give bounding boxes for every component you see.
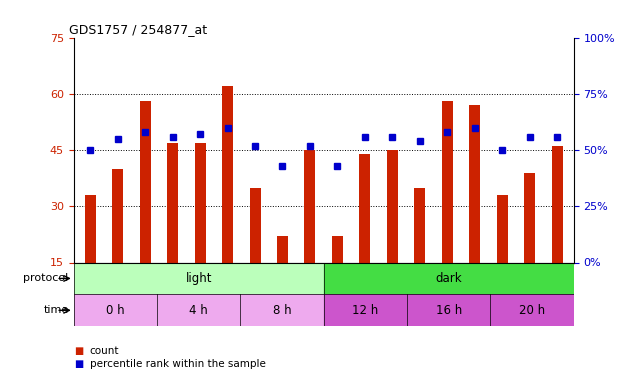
Bar (74, 262, 324, 294)
Bar (360, 154, 370, 262)
Text: 20 h: 20 h (519, 304, 545, 317)
Bar (469, 105, 480, 262)
Text: dark: dark (435, 272, 462, 285)
Bar (552, 146, 563, 262)
Text: 12 h: 12 h (353, 304, 378, 317)
Text: 0 h: 0 h (106, 304, 125, 317)
Text: 4 h: 4 h (189, 304, 208, 317)
Text: 16 h: 16 h (436, 304, 462, 317)
Text: time: time (44, 305, 69, 315)
Text: light: light (185, 272, 212, 285)
Bar (249, 188, 260, 262)
Bar (240, 294, 324, 326)
Bar (222, 86, 233, 262)
Bar (85, 195, 96, 262)
Bar (524, 172, 535, 262)
Bar (414, 188, 426, 262)
Bar (332, 236, 343, 262)
Bar (195, 142, 206, 262)
Bar (167, 142, 178, 262)
Bar (490, 294, 574, 326)
Text: GDS1757 / 254877_at: GDS1757 / 254877_at (69, 23, 207, 36)
Text: percentile rank within the sample: percentile rank within the sample (90, 359, 265, 369)
Bar (277, 236, 288, 262)
Text: ■: ■ (74, 346, 83, 355)
Bar (324, 262, 574, 294)
Bar (324, 294, 407, 326)
Text: 8 h: 8 h (272, 304, 292, 317)
Bar (74, 294, 157, 326)
Bar (387, 150, 398, 262)
Bar (112, 169, 123, 262)
Bar (157, 294, 240, 326)
Bar (407, 294, 490, 326)
Text: ■: ■ (74, 359, 83, 369)
Bar (442, 101, 453, 262)
Bar (497, 195, 508, 262)
Bar (304, 150, 315, 262)
Bar (140, 101, 151, 262)
Text: count: count (90, 346, 119, 355)
Text: protocol: protocol (24, 273, 69, 284)
